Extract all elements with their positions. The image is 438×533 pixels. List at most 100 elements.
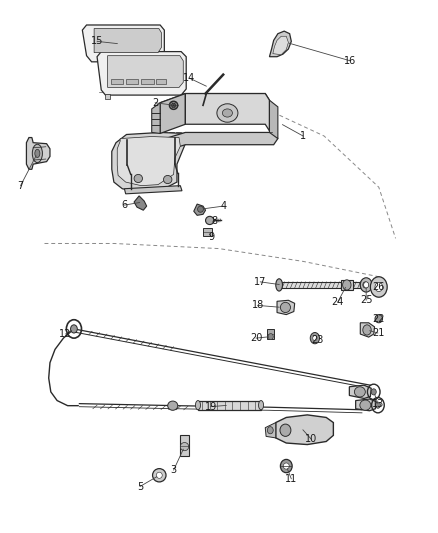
Polygon shape — [134, 196, 147, 210]
Ellipse shape — [280, 302, 290, 312]
Polygon shape — [160, 94, 269, 107]
Polygon shape — [194, 204, 205, 215]
Polygon shape — [112, 132, 185, 192]
Bar — [203, 228, 212, 236]
Bar — [126, 79, 138, 84]
Ellipse shape — [363, 325, 371, 335]
Text: 13: 13 — [372, 399, 384, 409]
Ellipse shape — [217, 104, 238, 122]
Text: 6: 6 — [121, 200, 127, 210]
Ellipse shape — [180, 442, 189, 451]
Text: 2: 2 — [152, 98, 158, 108]
Ellipse shape — [267, 426, 273, 434]
Polygon shape — [94, 29, 161, 53]
Text: 25: 25 — [360, 295, 372, 305]
Polygon shape — [269, 31, 291, 56]
Ellipse shape — [360, 279, 371, 291]
Ellipse shape — [280, 424, 291, 437]
Ellipse shape — [371, 277, 387, 297]
Ellipse shape — [375, 314, 382, 323]
Polygon shape — [277, 300, 295, 314]
Ellipse shape — [343, 280, 351, 290]
Polygon shape — [26, 138, 50, 169]
Text: 14: 14 — [184, 73, 196, 83]
Ellipse shape — [313, 336, 317, 341]
Text: 9: 9 — [208, 232, 215, 242]
Text: 21: 21 — [372, 328, 384, 338]
Ellipse shape — [168, 401, 178, 410]
Polygon shape — [360, 323, 374, 337]
Ellipse shape — [71, 325, 77, 333]
Text: 20: 20 — [250, 333, 262, 343]
Ellipse shape — [35, 149, 40, 158]
Polygon shape — [185, 94, 269, 131]
Ellipse shape — [205, 216, 214, 224]
Polygon shape — [276, 415, 333, 445]
Polygon shape — [273, 36, 288, 55]
Bar — [341, 280, 353, 289]
Text: 1: 1 — [300, 131, 306, 141]
Ellipse shape — [375, 282, 382, 292]
Ellipse shape — [364, 282, 369, 288]
Ellipse shape — [280, 459, 292, 473]
Polygon shape — [152, 103, 160, 133]
Polygon shape — [97, 52, 186, 95]
Text: 12: 12 — [59, 329, 72, 339]
Text: 4: 4 — [220, 201, 226, 211]
Polygon shape — [356, 399, 376, 411]
Polygon shape — [82, 25, 164, 62]
Polygon shape — [124, 185, 182, 194]
Ellipse shape — [360, 278, 372, 292]
Text: 5: 5 — [137, 481, 143, 491]
Ellipse shape — [172, 103, 176, 107]
Text: 10: 10 — [305, 434, 318, 445]
Text: 19: 19 — [205, 402, 217, 411]
Bar — [110, 79, 123, 84]
Ellipse shape — [310, 333, 319, 344]
Polygon shape — [160, 94, 185, 133]
Polygon shape — [152, 132, 278, 155]
Text: 8: 8 — [212, 216, 218, 227]
Ellipse shape — [152, 469, 166, 482]
Text: 3: 3 — [170, 465, 177, 475]
Ellipse shape — [134, 174, 142, 183]
Ellipse shape — [32, 144, 42, 163]
Text: 15: 15 — [91, 36, 103, 46]
Ellipse shape — [156, 472, 162, 478]
Bar — [183, 94, 188, 99]
Text: 16: 16 — [344, 56, 357, 66]
Text: 26: 26 — [372, 282, 384, 292]
Text: 23: 23 — [311, 335, 324, 345]
Ellipse shape — [258, 401, 264, 410]
Text: 24: 24 — [332, 297, 344, 308]
Ellipse shape — [283, 463, 289, 469]
Text: 11: 11 — [285, 474, 297, 484]
Bar — [141, 79, 154, 84]
Polygon shape — [269, 100, 278, 139]
Ellipse shape — [163, 175, 172, 183]
Polygon shape — [350, 385, 371, 399]
Bar — [180, 435, 189, 456]
Text: 18: 18 — [251, 301, 264, 310]
Text: 17: 17 — [254, 277, 266, 287]
Ellipse shape — [223, 109, 233, 117]
Ellipse shape — [375, 402, 381, 408]
Ellipse shape — [354, 387, 365, 397]
Bar — [105, 94, 110, 99]
Ellipse shape — [276, 279, 283, 291]
Bar — [198, 401, 261, 410]
Polygon shape — [265, 423, 276, 438]
Polygon shape — [108, 55, 183, 87]
Bar — [278, 282, 366, 288]
Ellipse shape — [371, 389, 376, 395]
Ellipse shape — [198, 206, 203, 212]
Ellipse shape — [268, 334, 273, 340]
Bar — [156, 79, 166, 84]
Bar — [267, 329, 274, 339]
Text: 22: 22 — [373, 314, 385, 324]
Text: 7: 7 — [18, 181, 24, 191]
Polygon shape — [117, 136, 180, 185]
Ellipse shape — [360, 400, 371, 410]
Ellipse shape — [195, 401, 201, 410]
Ellipse shape — [363, 282, 368, 288]
